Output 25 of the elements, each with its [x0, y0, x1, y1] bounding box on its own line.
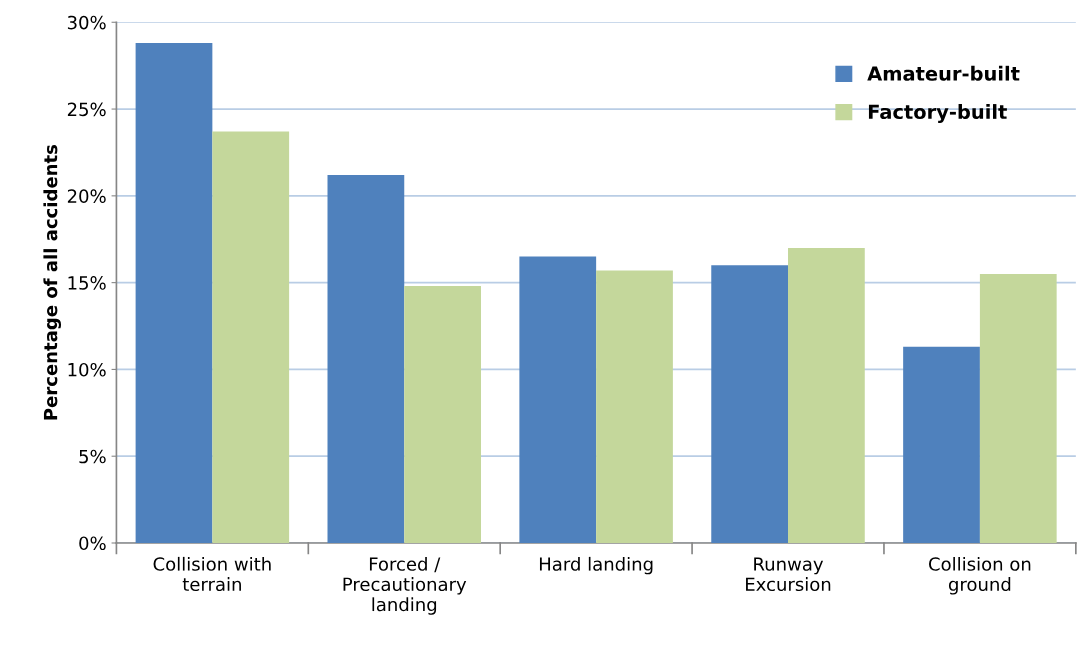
bar [596, 270, 673, 543]
legend-label: Amateur-built [867, 65, 1020, 81]
bar [327, 175, 405, 543]
y-tick-label: 20% [67, 189, 106, 203]
y-tick-label: 15% [68, 276, 106, 290]
legend-label: Factory-built [868, 104, 1007, 124]
x-tick-label: Runway Excursion [746, 557, 831, 592]
bar [711, 265, 789, 543]
y-tick-label: 25% [67, 102, 106, 117]
y-tick-label: 10% [68, 362, 106, 377]
bar [212, 131, 290, 543]
y-axis-title: Percentage of all accidents [43, 144, 62, 420]
bar [519, 256, 597, 543]
bar [135, 43, 213, 543]
x-tick-label: Forced / Precautionary landing [343, 556, 467, 615]
bar [979, 273, 1057, 543]
x-tick-label: Hard landing [539, 556, 653, 575]
x-tick-label: Collision on ground [928, 556, 1031, 595]
bar [788, 247, 865, 543]
y-tick-label: 5% [79, 449, 106, 464]
y-tick-label: 30% [67, 15, 106, 30]
bar [903, 346, 980, 543]
bar [404, 286, 481, 543]
y-tick-label: 0% [79, 536, 106, 551]
x-tick-label: Collision with terrain [153, 556, 271, 592]
